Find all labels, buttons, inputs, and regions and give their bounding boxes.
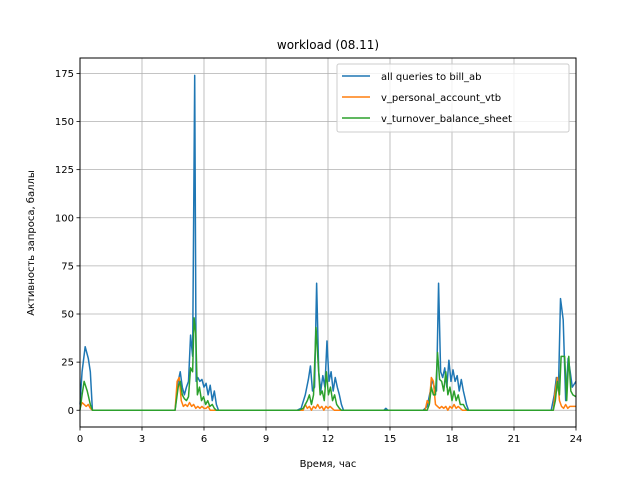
y-tick-label: 150 <box>55 117 74 128</box>
x-tick-label: 6 <box>201 434 207 445</box>
x-tick-label: 9 <box>263 434 269 445</box>
y-tick-label: 100 <box>55 213 74 224</box>
y-tick-label: 75 <box>61 261 74 272</box>
y-tick-label: 25 <box>61 358 74 369</box>
y-tick-label: 125 <box>55 165 74 176</box>
series-line <box>79 376 576 411</box>
legend: all queries to bill_ab v_personal_accoun… <box>336 63 570 133</box>
legend-entry: all queries to bill_ab <box>342 72 482 83</box>
y-tick-label: 50 <box>61 310 74 321</box>
y-axis: 0 25 50 75 100 125 150 175 <box>55 69 80 417</box>
legend-label: all queries to bill_ab <box>381 72 482 83</box>
series-layer <box>79 74 577 411</box>
legend-entry: v_turnover_balance_sheet <box>342 114 512 125</box>
x-tick-label: 18 <box>446 434 459 445</box>
legend-box <box>336 63 570 133</box>
x-tick-label: 21 <box>508 434 521 445</box>
chart-title: workload (08.11) <box>277 38 379 52</box>
x-tick-label: 24 <box>570 434 583 445</box>
x-axis: 0 3 6 9 12 15 18 21 24 <box>77 427 583 445</box>
series-line <box>79 74 577 411</box>
x-tick-label: 12 <box>322 434 335 445</box>
y-tick-label: 175 <box>55 69 74 80</box>
x-axis-label: Время, час <box>300 459 357 470</box>
legend-entry: v_personal_account_vtb <box>342 93 501 104</box>
series-line <box>79 317 577 411</box>
x-tick-label: 15 <box>384 434 397 445</box>
legend-label: v_turnover_balance_sheet <box>381 114 512 125</box>
y-axis-label: Активность запроса, баллы <box>26 170 37 316</box>
x-tick-label: 3 <box>139 434 145 445</box>
x-tick-label: 0 <box>77 434 83 445</box>
legend-label: v_personal_account_vtb <box>381 93 501 104</box>
y-tick-label: 0 <box>68 406 74 417</box>
